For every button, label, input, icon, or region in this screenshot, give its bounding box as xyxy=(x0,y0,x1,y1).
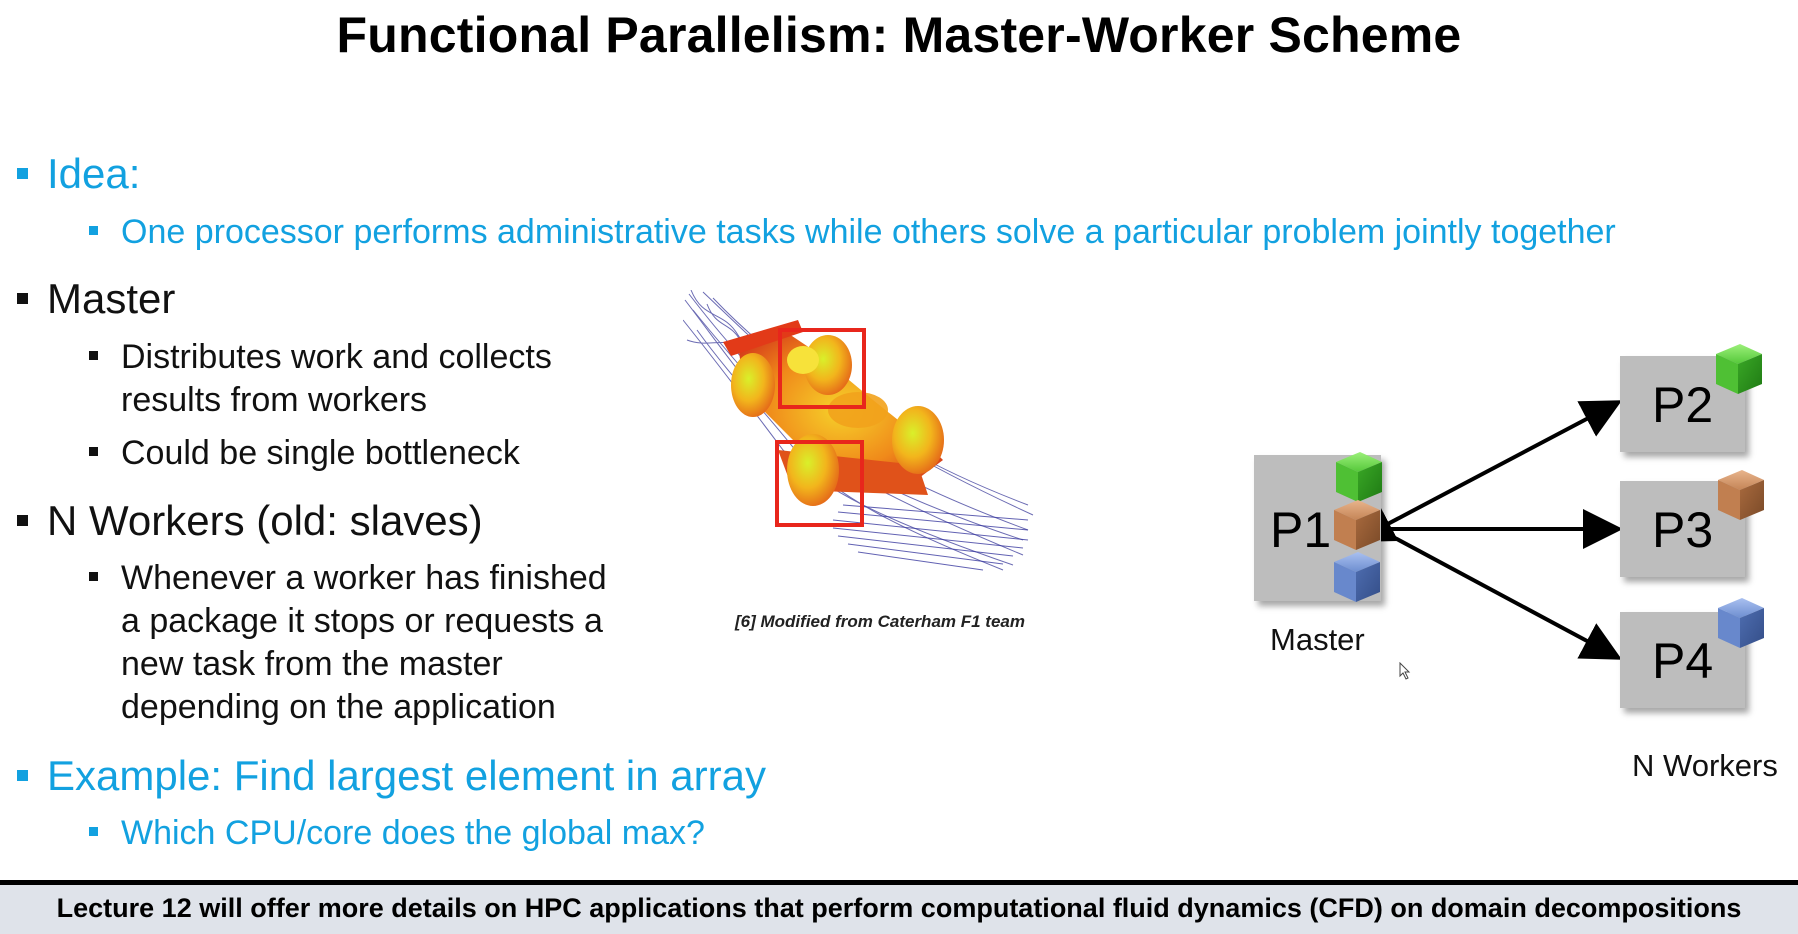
line: Distributes work and collects xyxy=(121,338,552,376)
blue-cube-icon xyxy=(1328,548,1386,606)
bullet-example-sub-text: Which CPU/core does the global max? xyxy=(121,812,705,855)
green-cube-icon xyxy=(1710,340,1768,398)
cursor-icon xyxy=(1399,662,1411,680)
bullet-example-sub: Which CPU/core does the global max? xyxy=(89,812,705,855)
figure-caption: [6] Modified from Caterham F1 team xyxy=(735,612,1025,632)
bullet-master-sub2: Could be single bottleneck xyxy=(89,432,520,475)
slide-title: Functional Parallelism: Master-Worker Sc… xyxy=(0,6,1798,64)
brown-cube-icon xyxy=(1712,466,1770,524)
footer-banner: Lecture 12 will offer more details on HP… xyxy=(0,880,1798,934)
bullet-workers: N Workers (old: slaves) xyxy=(17,497,483,545)
bullet-square-icon xyxy=(89,572,98,581)
p2-label: P2 xyxy=(1652,376,1713,434)
line: a package it stops or requests a xyxy=(121,602,603,640)
bullet-square-icon xyxy=(89,827,98,836)
bullet-idea-text: Idea: xyxy=(47,150,140,198)
master-label: Master xyxy=(1270,622,1365,658)
bullet-square-icon xyxy=(17,293,28,304)
bullet-square-icon xyxy=(89,351,98,360)
bullet-idea: Idea: xyxy=(17,150,140,198)
blue-cube-icon xyxy=(1712,594,1770,652)
brown-cube-icon xyxy=(1328,496,1386,554)
bullet-workers-sub-text: Whenever a worker has finished a package… xyxy=(121,557,607,729)
bullet-master: Master xyxy=(17,275,175,323)
bullet-master-sub1: Distributes work and collects results fr… xyxy=(89,336,552,422)
p1-label: P1 xyxy=(1270,501,1331,559)
bullet-idea-sub-text: One processor performs administrative ta… xyxy=(121,211,1616,254)
line: results from workers xyxy=(121,381,427,419)
p3-label: P3 xyxy=(1652,501,1713,559)
bullet-square-icon xyxy=(89,226,98,235)
bullet-master-text: Master xyxy=(47,275,175,323)
bullet-square-icon xyxy=(17,168,28,179)
bullet-idea-sub: One processor performs administrative ta… xyxy=(89,211,1616,254)
bullet-master-sub2-text: Could be single bottleneck xyxy=(121,432,520,475)
line: Whenever a worker has finished xyxy=(121,559,607,597)
f1-car-cfd-image xyxy=(683,290,1035,572)
workers-label: N Workers xyxy=(1632,748,1778,784)
bullet-master-sub1-text: Distributes work and collects results fr… xyxy=(121,336,552,422)
bullet-square-icon xyxy=(17,770,28,781)
line: depending on the application xyxy=(121,688,556,726)
bullet-square-icon xyxy=(89,447,98,456)
bullet-example: Example: Find largest element in array xyxy=(17,752,766,800)
arrows xyxy=(1370,390,1630,680)
line: new task from the master xyxy=(121,645,503,683)
bullet-workers-sub: Whenever a worker has finished a package… xyxy=(89,557,607,729)
bullet-example-text: Example: Find largest element in array xyxy=(47,752,766,800)
bullet-workers-text: N Workers (old: slaves) xyxy=(47,497,483,545)
bullet-square-icon xyxy=(17,515,28,526)
p4-label: P4 xyxy=(1652,632,1713,690)
